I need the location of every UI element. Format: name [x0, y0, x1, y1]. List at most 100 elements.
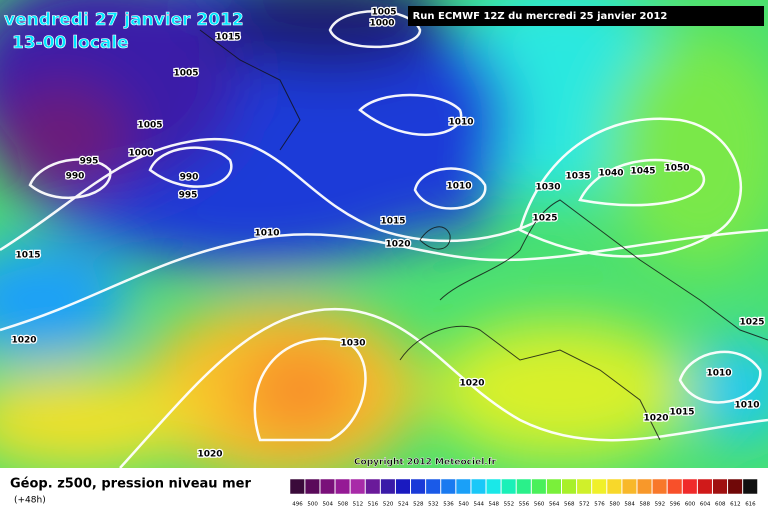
- colorbar-label: 612: [730, 502, 741, 508]
- isobar-label: 1020: [385, 240, 410, 250]
- isobar-label: 995: [179, 191, 198, 201]
- color-swatch: [425, 478, 441, 495]
- color-swatch: [516, 478, 532, 495]
- color-swatch: [561, 478, 577, 495]
- color-swatch: [576, 478, 592, 495]
- isobar-label: 1015: [380, 217, 405, 227]
- colorbar-label: 504: [322, 502, 333, 508]
- isobar-label: 1010: [446, 182, 471, 192]
- colorbar-label: 608: [715, 502, 726, 508]
- run-banner: [408, 6, 764, 26]
- color-swatch: [380, 478, 396, 495]
- isobar-label: 1030: [340, 339, 365, 349]
- color-swatch: [591, 478, 607, 495]
- color-swatch: [365, 478, 381, 495]
- isobar-label: 990: [180, 173, 199, 183]
- isobar-label: 1015: [215, 33, 240, 43]
- isobar-label: 1000: [369, 19, 394, 29]
- colorbar-label: 600: [685, 502, 696, 508]
- colorbar-label: 512: [353, 502, 364, 508]
- isobar-label: 1030: [535, 183, 560, 193]
- color-swatch: [667, 478, 683, 495]
- colorbar-label: 540: [458, 502, 469, 508]
- color-swatch: [455, 478, 471, 495]
- colorbar-label: 508: [338, 502, 349, 508]
- color-swatch: [486, 478, 502, 495]
- color-swatch: [742, 478, 758, 495]
- isobar-label: 1015: [15, 251, 40, 261]
- isobar-label: 1015: [669, 408, 694, 418]
- colorbar-label: 544: [473, 502, 484, 508]
- run-info: Run ECMWF 12Z du mercredi 25 janvier 201…: [413, 11, 668, 22]
- color-swatch: [470, 478, 487, 495]
- isobar-label: 1020: [459, 379, 484, 389]
- isobar-label: 1045: [630, 167, 655, 177]
- color-swatch: [289, 478, 305, 495]
- colorbar-label: 496: [292, 502, 303, 508]
- colorbar: 496 500 504 508 512 516 520 524 528 532 536 540 544 5…: [289, 478, 758, 508]
- footer-title: Géop. z500, pression niveau mer: [10, 477, 251, 492]
- field: [0, 0, 768, 468]
- color-swatch: [410, 478, 426, 495]
- isobar-label: 1005: [137, 121, 162, 131]
- color-swatch: [697, 478, 713, 495]
- color-swatch: [652, 478, 668, 495]
- isobar-label: 1010: [254, 229, 279, 239]
- colorbar-label: 584: [624, 502, 635, 508]
- isobar-label: 1010: [448, 118, 473, 128]
- color-swatch: [712, 478, 728, 495]
- isobar-label: 1005: [371, 8, 396, 18]
- color-swatch: [395, 478, 411, 495]
- color-swatch: [335, 478, 351, 495]
- colorbar-label: 616: [745, 502, 756, 508]
- colorbar-label: 556: [519, 502, 530, 508]
- colorbar-label: 532: [428, 502, 439, 508]
- colorbar-label: 500: [307, 502, 318, 508]
- isobar-label: 1010: [734, 401, 759, 411]
- isobar-label: 1035: [565, 172, 590, 182]
- time: 13-00 locale: [12, 33, 129, 53]
- isobar-label: 990: [66, 172, 85, 182]
- color-swatch: [531, 478, 547, 495]
- colorbar-label: 548: [489, 502, 500, 508]
- color-swatch: [621, 478, 637, 495]
- isobar-label: 1025: [532, 214, 557, 224]
- color-swatch: [440, 478, 456, 495]
- colorbar-label: 596: [670, 502, 681, 508]
- color-swatch: [727, 478, 743, 495]
- isobar-label: 1005: [173, 69, 198, 79]
- colorbar-label: 528: [413, 502, 424, 508]
- colorbar-label: 568: [564, 502, 575, 508]
- date: vendredi 27 janvier 2012: [4, 10, 244, 30]
- colorbar-label: 572: [579, 502, 590, 508]
- colorbar-label: 592: [655, 502, 666, 508]
- colorbar-label: 560: [534, 502, 545, 508]
- color-swatch: [682, 478, 698, 495]
- color-swatch: [350, 478, 366, 495]
- colorbar-label: 576: [594, 502, 605, 508]
- colorbar-label: 588: [640, 502, 651, 508]
- isobar-label: 1020: [11, 336, 36, 346]
- colorbar-label: 604: [700, 502, 711, 508]
- isobar-label: 1020: [197, 450, 222, 460]
- color-swatch: [546, 478, 562, 495]
- isobar-label: 1040: [598, 169, 623, 179]
- isobar-label: 995: [80, 157, 99, 167]
- colorbar-label: 516: [368, 502, 379, 508]
- copyright: Copyright 2012 Meteociel.fr: [354, 458, 497, 468]
- isobar-label: 1050: [664, 164, 689, 174]
- color-swatch: [501, 478, 517, 495]
- color-swatch: [319, 478, 336, 495]
- color-swatch: [606, 478, 622, 495]
- isobar-label: 1025: [739, 318, 764, 328]
- color-swatch: [304, 478, 320, 495]
- isobar-label: 1010: [706, 369, 731, 379]
- colorbar-label: 536: [443, 502, 454, 508]
- colorbar-label: 564: [549, 502, 560, 508]
- lead-time: (+48h): [14, 496, 46, 506]
- colorbar-label: 520: [383, 502, 394, 508]
- colorbar-label: 552: [504, 502, 515, 508]
- colorbar-label: 580: [609, 502, 620, 508]
